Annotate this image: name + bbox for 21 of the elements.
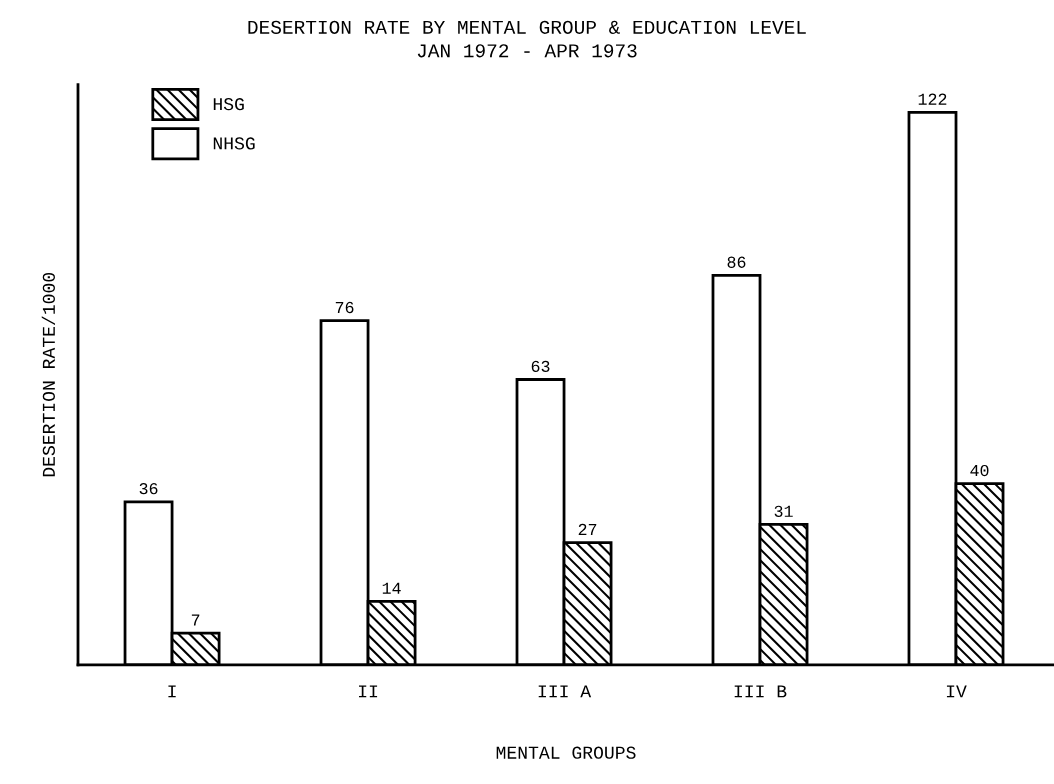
data-label: 76 [335, 301, 354, 314]
data-label: 27 [578, 523, 597, 535]
legend-label: HSG [213, 98, 244, 111]
chart-title: DESERTION RATE BY MENTAL GROUP & EDUCATION LEVEL [248, 20, 806, 34]
data-label: 86 [727, 256, 746, 268]
x-tick-label: I [168, 685, 176, 698]
x-tick-label: IV [946, 685, 967, 698]
data-label: 14 [382, 582, 401, 594]
data-label: 63 [531, 360, 550, 373]
y-axis-title: DESERTION RATE/1000 [41, 272, 55, 477]
legend-label: NHSG [213, 137, 255, 150]
data-label: 7 [191, 614, 200, 626]
x-tick-label: II [359, 685, 378, 698]
data-label: 36 [139, 483, 158, 495]
data-label: 40 [970, 464, 989, 477]
x-axis-title: MENTAL GROUPS [496, 746, 636, 759]
chart-subtitle: JAN 1972 - APR 1973 [417, 44, 637, 58]
data-label: 122 [918, 93, 947, 105]
x-tick-label: III A [538, 685, 592, 698]
x-tick-label: III B [734, 685, 787, 698]
data-label: 31 [774, 505, 793, 517]
